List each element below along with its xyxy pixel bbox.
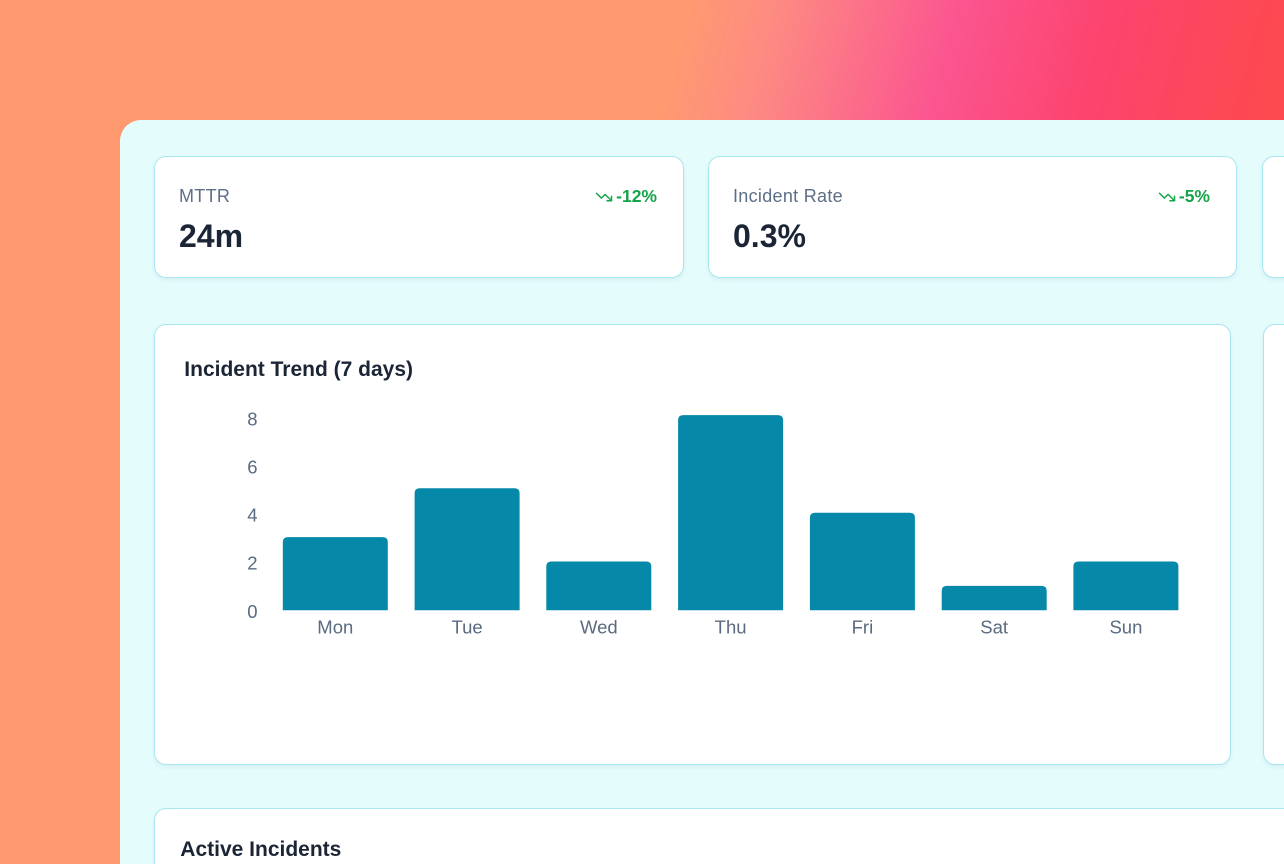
svg-text:6: 6 xyxy=(247,457,257,478)
svg-text:Wed: Wed xyxy=(580,617,618,638)
svg-text:2: 2 xyxy=(247,553,257,574)
svg-text:Tue: Tue xyxy=(451,617,482,638)
svg-text:Mon: Mon xyxy=(317,617,353,638)
svg-text:4: 4 xyxy=(247,505,257,526)
svg-text:Fri: Fri xyxy=(852,617,874,638)
svg-text:0: 0 xyxy=(247,601,257,622)
svg-text:Sat: Sat xyxy=(980,617,1008,638)
svg-text:8: 8 xyxy=(247,409,257,430)
svg-text:Sun: Sun xyxy=(1109,617,1142,638)
svg-text:Thu: Thu xyxy=(715,617,747,638)
